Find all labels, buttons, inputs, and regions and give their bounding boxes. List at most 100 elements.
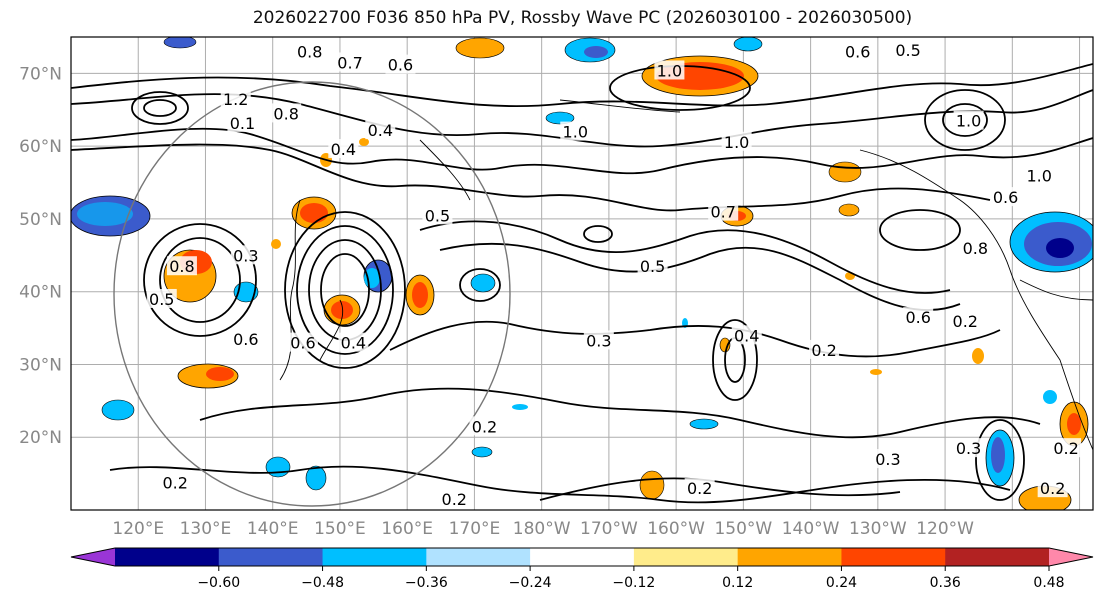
latitude-label: 50°N: [19, 210, 62, 230]
contour-label-bg: [950, 310, 981, 330]
colorbar-segment: [945, 548, 1050, 566]
positive-anomaly-blob: [206, 367, 234, 381]
contour-line: [975, 419, 1025, 501]
contour-label-bg: [708, 201, 739, 221]
contour-label-bg: [439, 489, 470, 509]
contour-label-bg: [842, 41, 873, 61]
contour-label-bg: [560, 121, 591, 141]
contour-line: [879, 209, 961, 251]
contour-line: [71, 63, 1093, 108]
positive-anomaly-blob: [271, 239, 281, 249]
contour-label-bg: [809, 339, 840, 359]
contour-line: [539, 477, 901, 501]
negative-anomaly-blob: [470, 273, 496, 293]
colorbar-outline: [70, 547, 1094, 567]
contour-line: [71, 143, 991, 212]
contour-line: [320, 253, 370, 327]
contour-label-bg: [160, 472, 191, 492]
contour-label: 0.3: [875, 450, 900, 469]
contour-label-bg: [731, 325, 762, 345]
contour-label: 0.8: [273, 104, 298, 123]
coastline: [859, 149, 1093, 451]
positive-anomaly-blob: [1067, 413, 1081, 435]
contour-label-bg: [903, 307, 934, 327]
contour-label: 0.3: [956, 439, 981, 458]
contour-label: 0.4: [368, 121, 393, 140]
contour-label: 0.6: [993, 188, 1018, 207]
latitude-label: 20°N: [19, 428, 62, 448]
contour-line: [712, 319, 758, 401]
longitude-label: 160°E: [381, 519, 433, 539]
positive-anomaly-blob: [639, 470, 665, 500]
radius-circle: [113, 81, 511, 507]
colorbar-tick-label: −0.60: [197, 575, 240, 591]
colorbar-segment: [115, 548, 220, 566]
contour-labels: 0.8 0.7 0.6 1.0 0.6 0.5 1.2 0.1 0.8 0.4 0.4 1.0 1.0 1…: [146, 40, 1082, 509]
negative-anomaly-blob: [733, 37, 763, 52]
longitude-label: 130°E: [180, 519, 232, 539]
positive-anomaly-blob: [972, 348, 984, 364]
contour-label: 0.2: [1040, 479, 1065, 498]
colorbar-segment: [426, 548, 531, 566]
contour-label: 1.0: [1026, 166, 1051, 185]
longitude-label: 130°W: [849, 519, 907, 539]
colorbar-tick-label: 0.24: [826, 575, 857, 591]
contour-line: [131, 91, 189, 125]
contour-label-bg: [953, 438, 984, 458]
colorbar-segment: [322, 548, 427, 566]
longitude-label: 120°E: [112, 519, 164, 539]
colorbar-tick-label: −0.24: [509, 575, 552, 591]
latitude-labels: 70°N 60°N 50°N 40°N 30°N 20°N: [19, 64, 62, 448]
contour-label-bg: [328, 139, 359, 159]
contour-line: [419, 220, 951, 294]
contour-label-bg: [637, 256, 668, 276]
contour-label-bg: [166, 256, 197, 276]
latitude-label: 40°N: [19, 283, 62, 303]
contour-label: 0.5: [640, 257, 665, 276]
contour-label-bg: [227, 112, 258, 132]
positive-anomaly-blob: [359, 138, 369, 146]
contour-label: 0.5: [149, 290, 174, 309]
colorbar-extension-low: [71, 548, 115, 566]
colorbar-segment: [737, 548, 842, 566]
negative-anomaly-blob: [1046, 238, 1074, 258]
latitude-label: 70°N: [19, 64, 62, 84]
longitude-label: 150°W: [714, 519, 772, 539]
contour-line: [389, 320, 1001, 358]
contour-line: [459, 268, 501, 302]
contour-label: 1.0: [956, 112, 981, 131]
contour-label-bg: [721, 131, 752, 151]
colorbar-tick-label: 0.36: [930, 575, 961, 591]
contour-line: [199, 387, 1041, 439]
contour-line: [942, 103, 988, 137]
contour-label: 0.6: [233, 330, 258, 349]
contour-label: 0.3: [586, 331, 611, 350]
pv-contours: [71, 63, 1093, 504]
contour-label: 0.4: [331, 140, 356, 159]
map-title: 2026022700 F036 850 hPa PV, Rossby Wave …: [252, 8, 913, 28]
coastline: [279, 199, 301, 381]
latitude-label: 60°N: [19, 137, 62, 157]
contour-label: 0.2: [162, 473, 187, 492]
contour-label-bg: [220, 88, 251, 108]
colorbar-tick-label: −0.12: [612, 575, 655, 591]
negative-anomaly-blob: [512, 404, 528, 410]
longitude-label: 160°W: [647, 519, 705, 539]
contour-label: 0.8: [297, 43, 322, 62]
colorbar-segment: [218, 548, 324, 566]
negative-anomaly-blob: [471, 446, 493, 458]
contour-label-bg: [385, 54, 416, 74]
negative-anomaly-blob: [77, 202, 133, 226]
contour-label-bg: [684, 478, 715, 498]
negative-anomaly-blob: [584, 46, 608, 58]
contour-line: [296, 225, 394, 355]
contour-label: 0.2: [953, 312, 978, 331]
contour-label-bg: [654, 60, 685, 80]
contour-label: 0.2: [442, 490, 467, 509]
contour-label: 0.7: [710, 203, 735, 222]
negative-anomaly-blob: [1043, 390, 1057, 404]
contour-label: 0.6: [290, 334, 315, 353]
contour-label-bg: [1051, 438, 1082, 458]
contour-line: [143, 223, 257, 337]
